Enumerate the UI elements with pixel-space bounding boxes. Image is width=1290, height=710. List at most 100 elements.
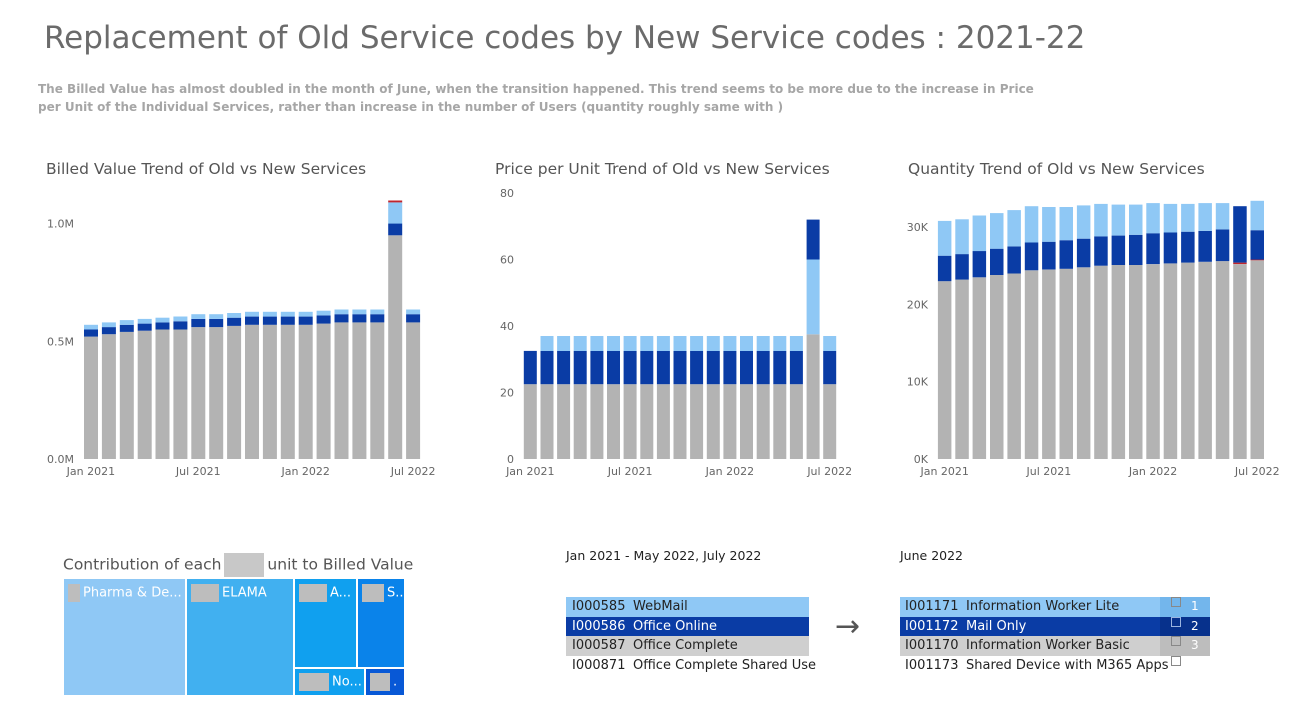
treemap-tile-elama[interactable]: ELAMA: [186, 578, 294, 696]
bar-segment: [607, 384, 620, 459]
treemap-tile-small[interactable]: .: [365, 668, 405, 696]
bar-segment: [316, 315, 331, 324]
y-tick-label: 10K: [907, 376, 929, 389]
bar-segment: [756, 350, 770, 385]
y-tick-label: 60: [500, 254, 514, 267]
redacted-block: [370, 673, 390, 691]
old-codes-period: Jan 2021 - May 2022, July 2022: [566, 548, 762, 563]
bar-segment: [690, 350, 704, 385]
bar-segment: [370, 309, 385, 315]
bar-segment: [706, 384, 720, 459]
checkbox-icon[interactable]: [1171, 636, 1181, 646]
tile-label: ELAMA: [222, 585, 267, 601]
bar-segment: [1024, 206, 1039, 243]
bar-segment: [155, 329, 170, 459]
bar-segment: [209, 318, 224, 328]
bar-segment: [1198, 261, 1212, 459]
bar-segment: [84, 329, 98, 337]
bar-segment: [823, 350, 837, 385]
bar-segment: [673, 350, 687, 385]
bar-segment: [789, 384, 803, 459]
redacted-block: [362, 584, 384, 602]
contribution-title-start: Contribution of each: [63, 555, 222, 574]
bar-segment: [1129, 264, 1143, 459]
bar-segment: [406, 322, 421, 459]
bar-segment: [1059, 240, 1073, 269]
table-row[interactable]: I001170 Information Worker Basic 3: [900, 636, 1210, 656]
x-tick-label: Jan 2022: [705, 465, 754, 478]
bar-segment: [690, 336, 704, 351]
service-code: I000585: [572, 599, 626, 614]
bar-segment: [706, 336, 720, 351]
bar-segment: [1094, 265, 1108, 459]
table-row[interactable]: I000586 Office Online: [566, 616, 809, 636]
row-number: 1: [1191, 599, 1199, 613]
redacted-block: [299, 584, 327, 602]
tile-label: No...: [332, 674, 362, 690]
service-code: I001173: [905, 657, 959, 673]
bar-segment: [1146, 264, 1160, 459]
bar-segment: [1163, 232, 1178, 264]
bar-segment: [937, 255, 952, 282]
bar-segment: [298, 311, 313, 317]
table-row[interactable]: I000587 Office Complete: [566, 636, 809, 656]
x-tick-label: Jan 2021: [66, 465, 115, 478]
bar-segment: [84, 324, 98, 330]
bar-segment: [137, 330, 152, 459]
treemap-tile-pharma[interactable]: Pharma & De...: [63, 578, 186, 696]
table-row[interactable]: I000585 WebMail: [566, 597, 809, 617]
bar-segment: [1181, 231, 1195, 263]
bar-segment: [1076, 205, 1091, 239]
checkbox-icon[interactable]: [1171, 616, 1181, 627]
bar-segment: [673, 336, 687, 351]
price-per-unit-chart: 0 20 40 60 80 Jan 2021 Jul 2021 Jan 2022 Jul 202…: [500, 187, 852, 478]
bar-segment: [137, 323, 152, 331]
bar-segment: [640, 384, 654, 459]
y-tick-label: 0K: [914, 453, 929, 466]
treemap-tile-no[interactable]: No...: [294, 668, 365, 696]
bar-segment: [806, 334, 820, 459]
table-row[interactable]: I001173 Shared Device with M365 Apps: [900, 655, 1210, 675]
x-tick-label: Jul 2021: [607, 465, 653, 478]
service-code: I001171: [905, 599, 959, 614]
bar-segment: [1024, 270, 1039, 459]
tile-label: Pharma & De...: [83, 585, 182, 601]
bar-segment: [245, 316, 259, 325]
bar-segment: [656, 336, 670, 351]
treemap-tile-a[interactable]: A...: [294, 578, 357, 668]
bar-segment: [523, 384, 537, 459]
bar-segment: [1042, 207, 1056, 242]
bar-segment: [557, 384, 571, 459]
tile-label: S...: [387, 585, 404, 601]
price-per-unit-chart-title: Price per Unit Trend of Old vs New Servi…: [495, 160, 830, 178]
service-code: I000871: [572, 657, 626, 673]
bar-segment: [1111, 204, 1126, 236]
bar-segment: [972, 215, 987, 252]
bar-segment: [388, 235, 403, 459]
bar-segment: [955, 219, 969, 255]
checkbox-icon[interactable]: [1171, 655, 1181, 666]
bar-segment: [388, 200, 403, 203]
bar-segment: [280, 324, 295, 459]
service-code: I001170: [905, 638, 959, 653]
bar-segment: [388, 202, 403, 224]
table-row[interactable]: I001172 Mail Only 2: [900, 616, 1210, 636]
y-tick-label: 30K: [907, 221, 929, 234]
bar-segment: [1024, 242, 1039, 271]
x-tick-label: Jul 2021: [1026, 465, 1072, 478]
bar-segment: [773, 350, 787, 385]
bar-segment: [723, 350, 737, 385]
checkbox-icon[interactable]: [1171, 597, 1181, 607]
x-tick-label: Jul 2022: [806, 465, 852, 478]
arrow-right-icon: →: [835, 609, 861, 644]
tile-label: A...: [330, 585, 352, 601]
bar-segment: [955, 279, 969, 459]
table-row[interactable]: I000871 Office Complete Shared Use: [566, 655, 816, 675]
bar-segment: [723, 384, 737, 459]
service-name: Office Online: [633, 618, 718, 634]
treemap-tile-s[interactable]: S...: [357, 578, 405, 668]
quantity-chart-title: Quantity Trend of Old vs New Services: [908, 160, 1205, 178]
table-row[interactable]: I001171 Information Worker Lite 1: [900, 597, 1210, 617]
bar-segment: [334, 309, 349, 315]
redacted-block: [68, 584, 80, 602]
